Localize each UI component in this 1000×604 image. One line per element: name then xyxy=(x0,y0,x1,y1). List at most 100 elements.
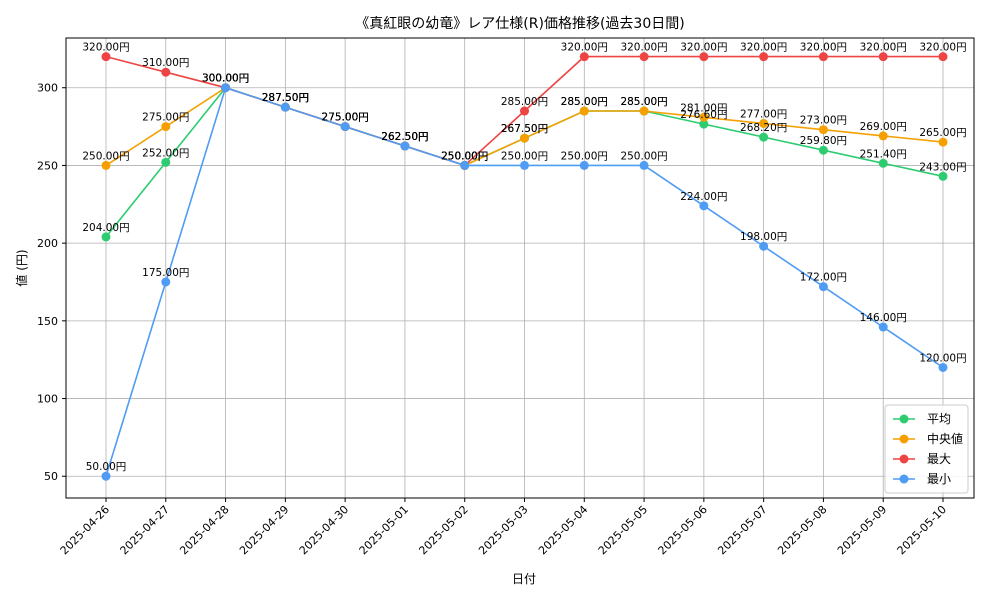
legend-entry: 最大 xyxy=(893,452,951,466)
data-label: 269.00円 xyxy=(860,121,907,133)
data-label: 276.60円 xyxy=(680,109,727,121)
legend-label: 平均 xyxy=(927,412,951,426)
data-label: 146.00円 xyxy=(860,312,907,324)
data-point xyxy=(878,131,888,141)
x-tick-label: 2025-05-02 xyxy=(416,503,470,557)
data-label: 275.00円 xyxy=(322,112,369,124)
data-label: 275.00円 xyxy=(322,112,369,124)
series-group xyxy=(101,52,948,481)
data-point xyxy=(938,52,948,62)
data-label: 285.00円 xyxy=(501,96,548,108)
data-label: 262.50円 xyxy=(381,131,428,143)
x-tick-label: 2025-05-08 xyxy=(775,503,829,557)
legend-marker xyxy=(899,454,909,464)
data-point xyxy=(699,201,709,211)
data-label: 268.20円 xyxy=(740,122,787,134)
y-tick-label: 150 xyxy=(37,315,58,328)
x-tick-label: 2025-05-04 xyxy=(536,503,590,557)
data-label: 275.00円 xyxy=(322,112,369,124)
data-point xyxy=(878,52,888,62)
data-point xyxy=(520,160,529,170)
data-point xyxy=(759,241,769,251)
data-label: 320.00円 xyxy=(919,42,966,54)
data-point xyxy=(161,277,171,287)
data-label: 310.00円 xyxy=(142,57,189,69)
data-point xyxy=(878,322,888,332)
data-label: 267.50円 xyxy=(501,123,548,135)
data-label: 250.00円 xyxy=(620,150,667,162)
legend-entry: 最小 xyxy=(893,472,951,486)
data-point xyxy=(101,471,111,481)
data-point xyxy=(938,171,948,181)
data-point xyxy=(639,52,649,62)
y-axis-title: 値 (円) xyxy=(14,249,29,286)
data-point xyxy=(280,102,290,112)
y-tick-label: 100 xyxy=(37,393,58,406)
data-label: 320.00円 xyxy=(860,42,907,54)
data-point xyxy=(699,52,709,62)
x-tick-label: 2025-05-01 xyxy=(357,503,411,557)
legend-box xyxy=(884,404,969,494)
x-tick-label: 2025-05-05 xyxy=(596,503,650,557)
data-point xyxy=(818,52,828,62)
data-point xyxy=(520,133,529,143)
data-label: 243.00円 xyxy=(919,161,966,173)
data-point xyxy=(161,122,171,132)
data-label: 252.00円 xyxy=(142,147,189,159)
x-tick-label: 2025-04-30 xyxy=(297,503,351,557)
data-label: 300.00円 xyxy=(202,73,249,85)
legend-marker xyxy=(899,434,909,444)
data-label: 285.00円 xyxy=(620,96,667,108)
data-point xyxy=(818,125,828,135)
data-point xyxy=(161,157,171,167)
data-point xyxy=(699,119,709,129)
data-label: 320.00円 xyxy=(620,42,667,54)
data-point xyxy=(938,137,948,147)
data-point xyxy=(460,160,470,170)
data-label: 172.00円 xyxy=(800,272,847,284)
data-label: 287.50円 xyxy=(262,92,309,104)
data-label: 320.00円 xyxy=(680,42,727,54)
y-tick-label: 250 xyxy=(37,159,58,172)
legend-entry: 平均 xyxy=(893,412,951,426)
legend-label: 中央値 xyxy=(927,431,963,446)
data-point xyxy=(520,106,529,116)
data-label: 300.00円 xyxy=(202,73,249,85)
data-label: 287.50円 xyxy=(262,92,309,104)
data-point xyxy=(938,362,948,372)
y-tick-label: 50 xyxy=(44,470,58,483)
legend-label: 最小 xyxy=(927,472,951,486)
data-label: 250.00円 xyxy=(441,150,488,162)
data-point xyxy=(101,52,111,62)
data-label: 267.50円 xyxy=(501,123,548,135)
data-label: 120.00円 xyxy=(919,352,966,364)
x-tick-label: 2025-05-09 xyxy=(835,503,889,557)
legend-marker xyxy=(899,414,909,424)
plot-frame xyxy=(65,37,975,499)
series-3 xyxy=(101,83,948,481)
data-label: 250.00円 xyxy=(561,150,608,162)
y-tick-label: 300 xyxy=(37,82,58,95)
data-label: 250.00円 xyxy=(501,150,548,162)
data-point xyxy=(639,106,649,116)
data-label: 262.50円 xyxy=(381,131,428,143)
data-label: 175.00円 xyxy=(142,267,189,279)
data-label: 285.00円 xyxy=(561,96,608,108)
data-label: 320.00円 xyxy=(82,42,129,54)
legend-label: 最大 xyxy=(927,452,951,466)
data-point xyxy=(639,160,649,170)
data-point xyxy=(759,118,769,128)
data-label: 265.00円 xyxy=(919,127,966,139)
data-point xyxy=(400,141,410,151)
data-point xyxy=(579,52,589,62)
legend-marker xyxy=(899,474,909,484)
data-label: 250.00円 xyxy=(82,150,129,162)
data-point xyxy=(221,83,231,93)
data-label: 198.00円 xyxy=(740,231,787,243)
data-point xyxy=(579,160,589,170)
data-point xyxy=(818,145,828,155)
x-tick-label: 2025-05-10 xyxy=(895,503,949,557)
data-label: 320.00円 xyxy=(740,42,787,54)
data-point xyxy=(579,106,589,116)
